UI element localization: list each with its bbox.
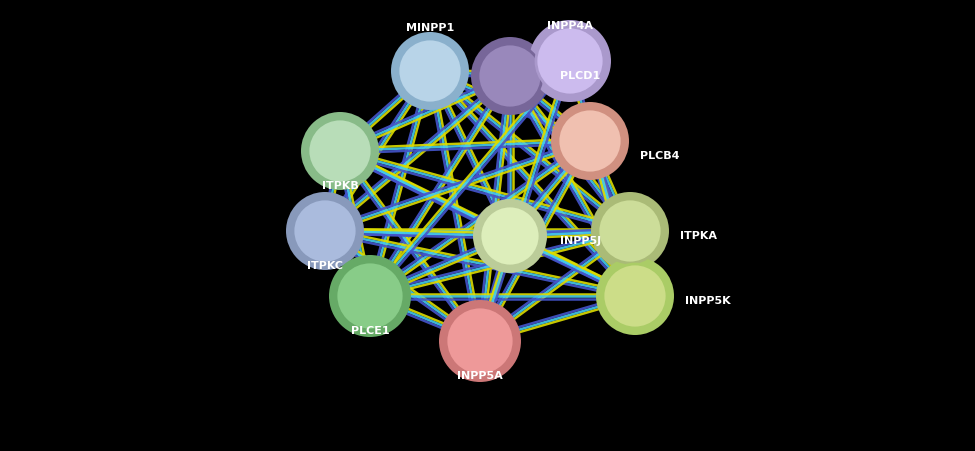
- Circle shape: [301, 112, 379, 190]
- Circle shape: [329, 255, 411, 337]
- Circle shape: [480, 206, 540, 266]
- Circle shape: [596, 257, 674, 335]
- Circle shape: [439, 300, 521, 382]
- Circle shape: [558, 109, 622, 173]
- Circle shape: [473, 199, 547, 273]
- Circle shape: [591, 192, 669, 270]
- Circle shape: [529, 20, 611, 102]
- Circle shape: [536, 27, 604, 95]
- Text: ITPKA: ITPKA: [680, 231, 717, 241]
- Circle shape: [446, 307, 514, 375]
- Text: MINPP1: MINPP1: [406, 23, 454, 33]
- Text: INPP5J: INPP5J: [560, 236, 602, 246]
- Circle shape: [551, 102, 629, 180]
- Text: ITPKC: ITPKC: [307, 261, 343, 271]
- Circle shape: [336, 262, 404, 330]
- Text: INPP5A: INPP5A: [457, 371, 503, 381]
- Circle shape: [603, 264, 667, 328]
- Circle shape: [478, 44, 542, 108]
- Text: INPP4A: INPP4A: [547, 21, 593, 31]
- Text: ITPKB: ITPKB: [322, 181, 359, 191]
- Text: PLCD1: PLCD1: [560, 71, 601, 81]
- Circle shape: [598, 199, 662, 263]
- Text: PLCE1: PLCE1: [351, 326, 389, 336]
- Circle shape: [391, 32, 469, 110]
- Circle shape: [286, 192, 364, 270]
- Circle shape: [308, 119, 372, 183]
- Circle shape: [398, 39, 462, 103]
- Circle shape: [471, 37, 549, 115]
- Circle shape: [293, 199, 357, 263]
- Text: PLCB4: PLCB4: [640, 151, 680, 161]
- Text: INPP5K: INPP5K: [685, 296, 730, 306]
